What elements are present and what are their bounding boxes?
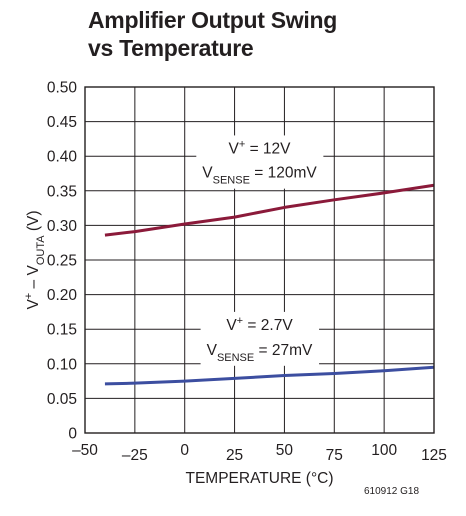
- x-tick-label: 75: [326, 447, 343, 464]
- annotation-value: = 2.7V: [243, 317, 293, 334]
- x-tick-label: 125: [421, 447, 447, 464]
- annotation-value: = 120mV: [250, 165, 317, 182]
- annotation-sub: SENSE: [213, 175, 250, 187]
- x-tick-label: –50: [72, 442, 98, 459]
- annotation-line-2: VSENSE = 27mV: [207, 342, 313, 364]
- y-axis-label: V+ – VOUTA (V): [23, 210, 47, 309]
- x-axis-label: TEMPERATURE (°C): [186, 470, 334, 487]
- y-axis-label-sup: +: [23, 293, 35, 299]
- x-tick-label: 50: [276, 442, 294, 459]
- y-tick-label: 0.25: [47, 253, 77, 270]
- y-tick-label: 0.15: [47, 322, 77, 339]
- x-tick-label: 0: [180, 442, 189, 459]
- annotation-line-1: V+ = 2.7V: [226, 315, 293, 334]
- y-tick-label: 0.45: [47, 114, 77, 131]
- y-axis-label-v: V: [25, 299, 42, 310]
- series-line-2: [104, 365, 435, 386]
- y-tick-label: 0.50: [47, 80, 78, 97]
- y-axis-label-mid: – V: [25, 265, 42, 293]
- x-tick-label: 25: [226, 447, 243, 464]
- y-tick-label: 0.20: [47, 287, 78, 304]
- x-tick-label: –25: [122, 447, 148, 464]
- x-tick-label: 100: [371, 442, 397, 459]
- annotation-v: V: [228, 140, 239, 157]
- series-layer: [104, 183, 435, 386]
- annotation-sup: +: [237, 315, 243, 327]
- x-tick-labels: –50 –25 0 25 50 75 100 125: [72, 442, 447, 464]
- y-axis-label-sub: OUTA: [35, 235, 47, 265]
- annotation-background: [196, 135, 324, 189]
- y-tick-label: 0.30: [47, 218, 78, 235]
- annotation-value: = 12V: [245, 140, 291, 157]
- annotation-v: V: [226, 317, 237, 334]
- y-tick-label: 0.10: [47, 356, 78, 373]
- chart-title-line-1: Amplifier Output Swing: [88, 7, 337, 33]
- y-tick-label: 0.05: [47, 391, 77, 408]
- annotation-v: V: [202, 165, 213, 182]
- y-tick-label: 0: [68, 426, 77, 443]
- chart-title: Amplifier Output Swing vs Temperature: [88, 6, 337, 62]
- annotation-v: V: [207, 342, 218, 359]
- annotation-line-2: VSENSE = 120mV: [202, 165, 317, 187]
- annotation-sup: +: [239, 138, 245, 150]
- annotation-value: = 27mV: [254, 342, 313, 359]
- annotation-line-1: V+ = 12V: [228, 138, 291, 157]
- figure-id: 610912 G18: [364, 486, 420, 497]
- y-axis-label-unit: (V): [25, 210, 42, 235]
- annotation-sub: SENSE: [217, 352, 254, 364]
- y-tick-label: 0.35: [47, 183, 77, 200]
- plot-frame: [84, 86, 435, 434]
- series-line-1: [104, 183, 435, 237]
- y-tick-label: 0.40: [47, 149, 78, 166]
- annotation-background: [200, 311, 320, 366]
- y-tick-labels: 0 0.05 0.10 0.15 0.20 0.25 0.30 0.35 0.40 0.45 0.5…: [47, 80, 78, 443]
- chart-title-line-2: vs Temperature: [88, 35, 254, 61]
